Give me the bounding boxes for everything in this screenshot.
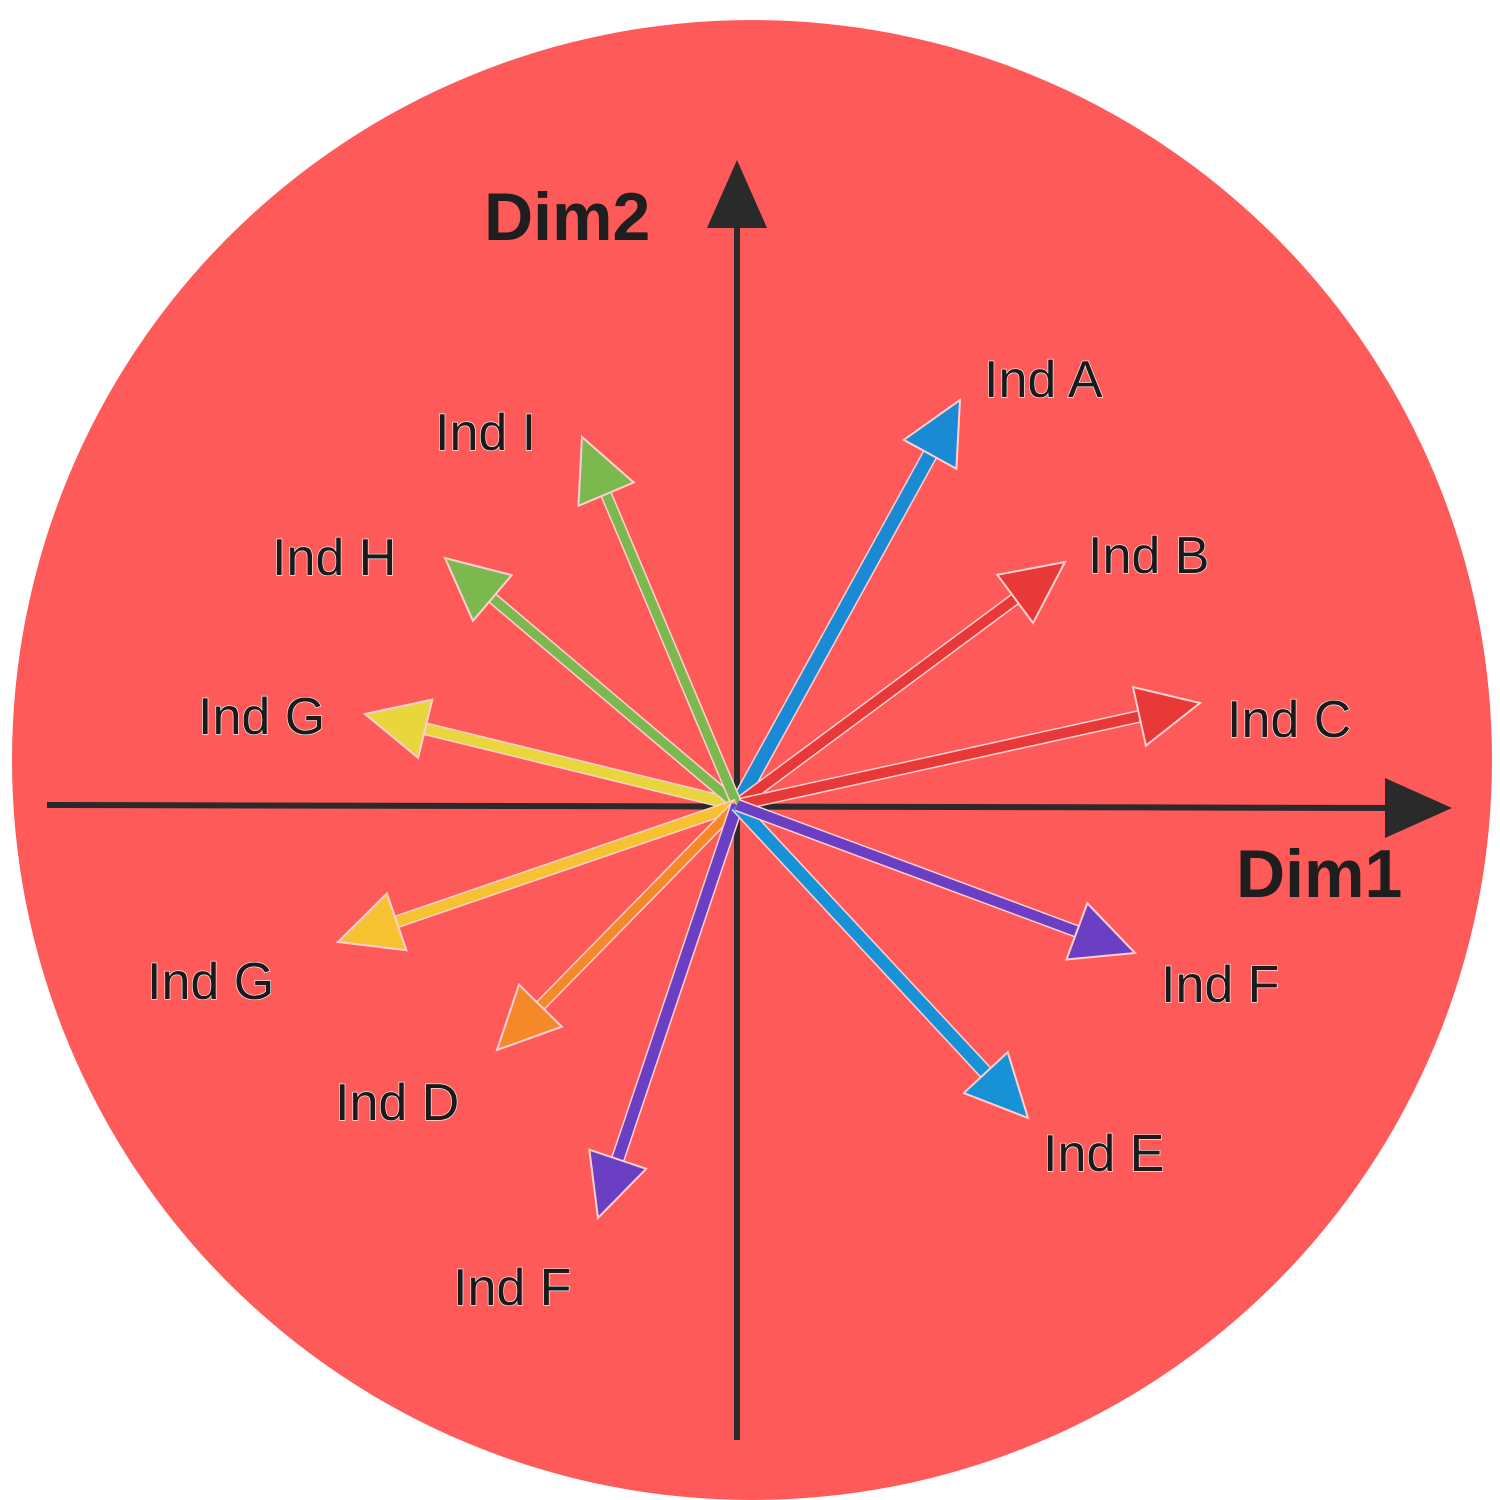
arrows (335, 397, 1203, 1221)
arrowhead (961, 1050, 1030, 1120)
arrow-label: Ind H (272, 529, 396, 587)
arrow-label: Ind G (147, 953, 274, 1011)
arrowhead (901, 397, 962, 471)
arrow-shaft (391, 800, 739, 928)
arrowhead (362, 698, 434, 760)
arrow-label: Ind I (435, 404, 536, 462)
arrow-shaft (735, 710, 1145, 810)
arrow-ind-f (588, 802, 744, 1221)
arrow-label: Ind E (1043, 1125, 1164, 1183)
arrow-shaft (611, 803, 743, 1165)
arrow-ind-g (362, 698, 739, 812)
arrow-label: Ind D (335, 1074, 459, 1132)
arrowhead (1064, 901, 1138, 961)
arrow-shaft (420, 722, 739, 810)
arrowhead (1131, 685, 1203, 748)
arrow-label: Ind A (984, 351, 1103, 409)
arrowhead (495, 982, 564, 1052)
arrowhead (995, 560, 1067, 625)
arrow-label: Ind C (1227, 691, 1351, 749)
arrowhead (588, 1148, 649, 1221)
arrow-ind-i (577, 434, 743, 808)
y-axis-label: Dim2 (484, 179, 650, 255)
arrow-ind-e (731, 799, 1030, 1120)
x-axis-arrowhead (1385, 778, 1452, 838)
arrow-label: Ind F (453, 1259, 572, 1317)
arrow-shaft (731, 447, 938, 809)
arrowhead (443, 556, 514, 623)
arrow-shaft (486, 592, 740, 809)
background-circle (12, 20, 1492, 1500)
arrow-label: Ind B (1088, 527, 1209, 585)
arrow-ind-c (735, 685, 1203, 812)
arrow-shaft (735, 800, 1083, 938)
arrow-ind-d (495, 800, 742, 1052)
arrow-shaft (732, 800, 993, 1080)
arrow-shaft (534, 801, 741, 1012)
arrow-label: Ind F (1161, 956, 1280, 1014)
arrowhead (577, 434, 636, 508)
arrowhead (335, 891, 408, 952)
arrow-label: Ind G (198, 688, 325, 746)
y-axis-arrowhead (707, 160, 767, 228)
arrow-ind-h (443, 556, 741, 810)
arrow-ind-f (734, 798, 1138, 961)
arrow-shaft (600, 488, 742, 807)
arrow-ind-b (733, 560, 1067, 811)
x-axis-label: Dim1 (1236, 836, 1402, 912)
arrow-ind-g (335, 798, 740, 952)
arrow-ind-a (729, 397, 962, 809)
arrow-labels: Ind A Ind B Ind C Ind G Ind H Ind I Ind G Ind D… (146, 350, 1351, 1317)
arrow-shaft (734, 592, 1022, 810)
